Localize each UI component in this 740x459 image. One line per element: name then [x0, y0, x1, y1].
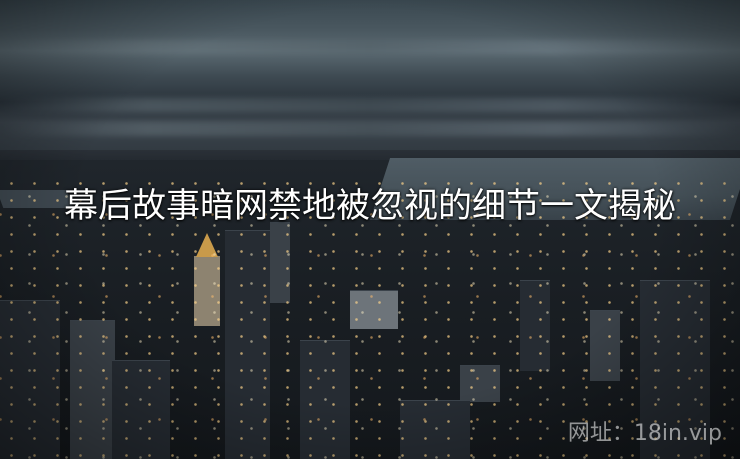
- city-lights: [0, 175, 740, 459]
- watermark: 网址：18in.vip: [567, 421, 722, 446]
- cloud-band: [0, 40, 740, 54]
- headline: 幕后故事暗网禁地被忽视的细节一文揭秘: [64, 186, 676, 226]
- cloud-band: [0, 122, 740, 136]
- cloud-band: [0, 98, 740, 112]
- cloudy-sky: [0, 0, 740, 170]
